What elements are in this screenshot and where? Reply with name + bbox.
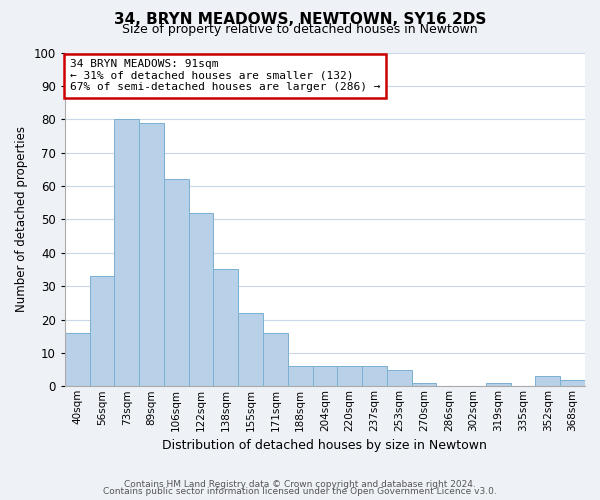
Bar xyxy=(238,313,263,386)
Y-axis label: Number of detached properties: Number of detached properties xyxy=(15,126,28,312)
Bar xyxy=(560,380,585,386)
Bar xyxy=(139,122,164,386)
Text: Size of property relative to detached houses in Newtown: Size of property relative to detached ho… xyxy=(122,23,478,36)
Bar xyxy=(164,180,188,386)
Text: Contains HM Land Registry data © Crown copyright and database right 2024.: Contains HM Land Registry data © Crown c… xyxy=(124,480,476,489)
Bar xyxy=(89,276,115,386)
X-axis label: Distribution of detached houses by size in Newtown: Distribution of detached houses by size … xyxy=(163,440,487,452)
Text: Contains public sector information licensed under the Open Government Licence v3: Contains public sector information licen… xyxy=(103,487,497,496)
Bar xyxy=(387,370,412,386)
Bar xyxy=(535,376,560,386)
Bar xyxy=(313,366,337,386)
Text: 34, BRYN MEADOWS, NEWTOWN, SY16 2DS: 34, BRYN MEADOWS, NEWTOWN, SY16 2DS xyxy=(114,12,486,26)
Bar xyxy=(263,333,288,386)
Bar xyxy=(337,366,362,386)
Bar xyxy=(412,383,436,386)
Bar xyxy=(65,333,89,386)
Bar xyxy=(288,366,313,386)
Bar xyxy=(214,270,238,386)
Bar xyxy=(486,383,511,386)
Bar xyxy=(115,120,139,386)
Bar xyxy=(188,212,214,386)
Text: 34 BRYN MEADOWS: 91sqm
← 31% of detached houses are smaller (132)
67% of semi-de: 34 BRYN MEADOWS: 91sqm ← 31% of detached… xyxy=(70,59,380,92)
Bar xyxy=(362,366,387,386)
